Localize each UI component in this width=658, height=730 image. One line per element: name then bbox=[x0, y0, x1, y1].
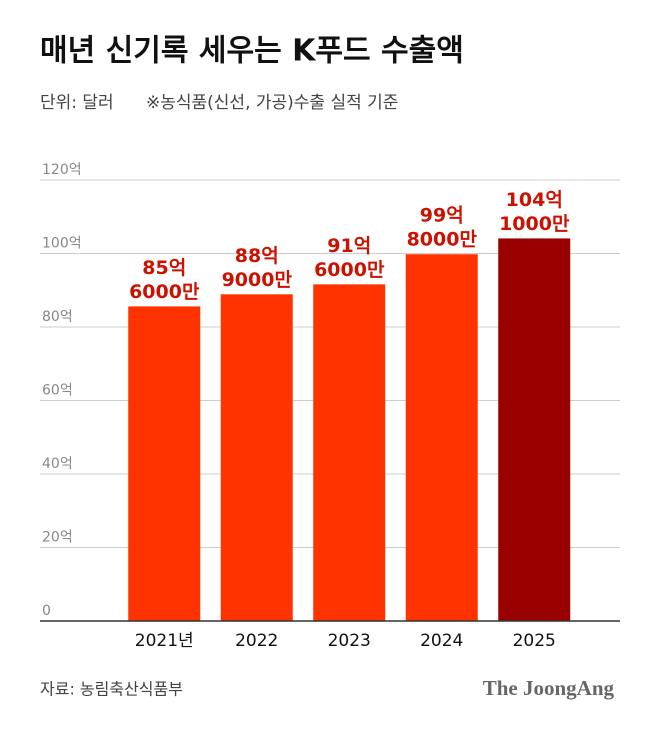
y-tick-label: 80억 bbox=[42, 309, 73, 325]
value-label: 6000만 bbox=[129, 281, 200, 303]
x-tick-label: 2024 bbox=[420, 631, 463, 651]
y-tick-label: 40억 bbox=[42, 456, 73, 472]
unit-note: 단위: 달러 bbox=[40, 93, 114, 113]
bar bbox=[128, 306, 201, 621]
y-tick-label: 0 bbox=[42, 603, 51, 619]
y-tick-label: 120억 bbox=[42, 162, 82, 178]
y-tick-label: 20억 bbox=[42, 530, 73, 546]
y-tick-label: 100억 bbox=[42, 236, 82, 252]
value-label: 91억 bbox=[327, 235, 371, 257]
x-tick-label: 2022 bbox=[235, 631, 278, 651]
value-label: 85억 bbox=[142, 257, 186, 279]
y-tick-label: 60억 bbox=[42, 383, 73, 399]
bar bbox=[405, 254, 478, 622]
bar bbox=[313, 284, 386, 621]
value-label: 1000만 bbox=[499, 213, 570, 235]
x-tick-label: 2023 bbox=[328, 631, 371, 651]
brand: The JoongAng bbox=[483, 676, 615, 700]
source: 자료: 농림축산식품부 bbox=[40, 680, 183, 699]
value-label: 104억 bbox=[506, 189, 563, 211]
subtitle: ※농식품(신선, 가공)수출 실적 기준 bbox=[146, 93, 398, 113]
chart-title: 매년 신기록 세우는 K푸드 수출액 bbox=[40, 34, 464, 69]
bar bbox=[498, 238, 571, 621]
value-label: 8000만 bbox=[407, 229, 478, 251]
value-label: 88억 bbox=[235, 245, 279, 267]
value-label: 6000만 bbox=[314, 259, 385, 281]
value-label: 9000만 bbox=[222, 269, 293, 291]
x-tick-label: 2021년 bbox=[135, 631, 194, 651]
x-tick-label: 2025 bbox=[513, 631, 556, 651]
bar bbox=[220, 294, 293, 621]
value-label: 99억 bbox=[420, 205, 464, 227]
